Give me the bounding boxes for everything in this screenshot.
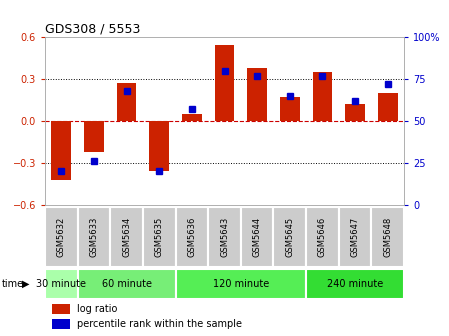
Text: GSM5645: GSM5645 bbox=[285, 217, 294, 257]
Bar bbox=[339, 207, 371, 267]
Text: log ratio: log ratio bbox=[77, 304, 118, 314]
Text: 60 minute: 60 minute bbox=[101, 279, 151, 289]
Bar bbox=[150, 121, 169, 171]
Bar bbox=[241, 207, 273, 267]
Bar bbox=[176, 269, 306, 299]
Bar bbox=[78, 207, 110, 267]
Text: GSM5635: GSM5635 bbox=[155, 217, 164, 257]
Bar bbox=[306, 269, 404, 299]
Text: GSM5644: GSM5644 bbox=[253, 217, 262, 257]
Bar bbox=[78, 269, 176, 299]
Text: percentile rank within the sample: percentile rank within the sample bbox=[77, 319, 242, 329]
Bar bbox=[371, 207, 404, 267]
Bar bbox=[208, 207, 241, 267]
Bar bbox=[273, 207, 306, 267]
Text: GSM5647: GSM5647 bbox=[351, 217, 360, 257]
Text: GSM5634: GSM5634 bbox=[122, 217, 131, 257]
Text: GSM5636: GSM5636 bbox=[187, 217, 196, 257]
Bar bbox=[280, 97, 299, 121]
Bar bbox=[306, 207, 339, 267]
Bar bbox=[52, 319, 70, 329]
Bar bbox=[52, 121, 71, 180]
Text: time: time bbox=[2, 279, 24, 289]
Bar bbox=[117, 83, 136, 121]
Text: GSM5646: GSM5646 bbox=[318, 217, 327, 257]
Text: GSM5648: GSM5648 bbox=[383, 217, 392, 257]
Bar bbox=[182, 114, 202, 121]
Bar bbox=[378, 93, 397, 121]
Bar bbox=[45, 207, 78, 267]
Bar bbox=[110, 207, 143, 267]
Bar bbox=[215, 45, 234, 121]
Text: GSM5643: GSM5643 bbox=[220, 217, 229, 257]
Text: ▶: ▶ bbox=[22, 279, 29, 289]
Text: GSM5632: GSM5632 bbox=[57, 217, 66, 257]
Bar bbox=[84, 121, 104, 152]
Text: 30 minute: 30 minute bbox=[36, 279, 86, 289]
Bar bbox=[345, 104, 365, 121]
Bar bbox=[52, 304, 70, 314]
Bar bbox=[313, 72, 332, 121]
Bar bbox=[45, 269, 78, 299]
Bar bbox=[176, 207, 208, 267]
Text: 240 minute: 240 minute bbox=[327, 279, 383, 289]
Text: 120 minute: 120 minute bbox=[213, 279, 269, 289]
Bar bbox=[143, 207, 176, 267]
Text: GSM5633: GSM5633 bbox=[89, 217, 98, 257]
Text: GDS308 / 5553: GDS308 / 5553 bbox=[45, 23, 140, 36]
Bar bbox=[247, 68, 267, 121]
